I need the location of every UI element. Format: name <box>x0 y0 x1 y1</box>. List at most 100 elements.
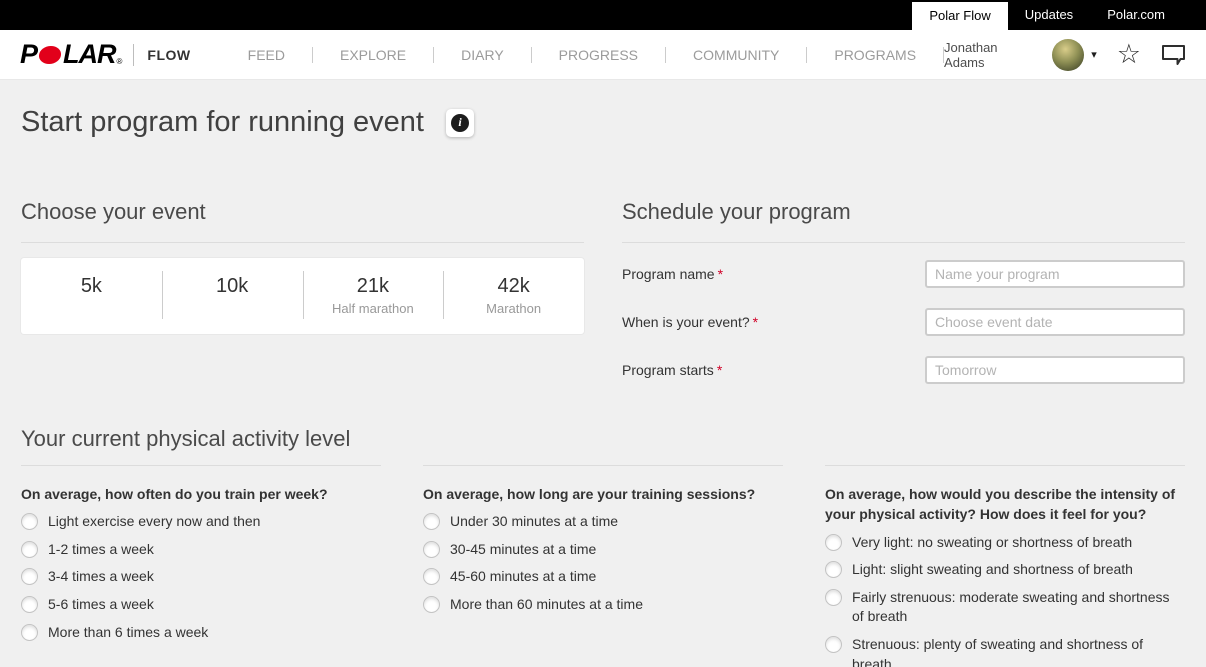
radio-button[interactable] <box>21 568 38 586</box>
choose-event-section: Choose your event 5k 10k 21k Half marath… <box>21 199 584 384</box>
radio-button[interactable] <box>825 588 842 606</box>
option-label[interactable]: Very light: no sweating or shortness of … <box>852 533 1133 550</box>
radio-option[interactable]: Fairly strenuous: moderate sweating and … <box>825 588 1185 627</box>
schedule-heading: Schedule your program <box>622 199 851 224</box>
radio-button[interactable] <box>825 533 842 551</box>
event-option-5k[interactable]: 5k <box>21 258 162 334</box>
radio-option[interactable]: More than 6 times a week <box>21 623 381 643</box>
required-asterisk: * <box>716 362 723 378</box>
question-text: On average, how often do you train per w… <box>21 486 328 502</box>
radio-option[interactable]: 3-4 times a week <box>21 567 381 587</box>
registered-mark: ® <box>116 57 123 66</box>
top-sections: Choose your event 5k 10k 21k Half marath… <box>21 199 1185 384</box>
tab-polar-flow[interactable]: Polar Flow <box>912 2 1008 30</box>
event-date-label: When is your event? * <box>622 314 925 330</box>
messages-icon[interactable] <box>1161 44 1186 66</box>
event-sublabel: Half marathon <box>332 301 414 316</box>
radio-button[interactable] <box>21 513 38 531</box>
radio-option[interactable]: Light: slight sweating and shortness of … <box>825 560 1185 580</box>
event-selector: 5k 10k 21k Half marathon 42k Marathon <box>21 258 584 334</box>
option-label[interactable]: More than 6 times a week <box>48 623 209 640</box>
nav-item-explore[interactable]: EXPLORE <box>313 46 435 63</box>
label-text: When is your event? <box>622 314 750 330</box>
option-label[interactable]: More than 60 minutes at a time <box>450 596 643 613</box>
main-nav: P LAR ® FLOW FEED EXPLORE DIARY PROGRESS… <box>0 30 1206 80</box>
radio-option[interactable]: Light exercise every now and then <box>21 512 381 532</box>
event-option-10k[interactable]: 10k <box>161 258 303 334</box>
avatar[interactable] <box>1052 38 1085 71</box>
question-intensity: On average, how would you describe the i… <box>825 465 1185 667</box>
radio-button[interactable] <box>21 623 38 641</box>
option-label[interactable]: Light: slight sweating and shortness of … <box>852 561 1133 578</box>
schedule-section: Schedule your program Program name* When… <box>622 199 1185 384</box>
radio-button[interactable] <box>423 540 440 558</box>
option-label[interactable]: Strenuous: plenty of sweating and shortn… <box>852 635 1144 667</box>
radio-button[interactable] <box>825 561 842 579</box>
event-value: 21k <box>356 275 389 297</box>
chevron-down-icon[interactable]: ▾ <box>1091 49 1097 61</box>
option-label[interactable]: Under 30 minutes at a time <box>450 513 619 530</box>
radio-option[interactable]: Very light: no sweating or shortness of … <box>825 533 1185 553</box>
section-divider <box>21 242 584 243</box>
nav-user-area: Jonathan Adams ▾ ☆ <box>944 38 1186 71</box>
event-option-42k[interactable]: 42k Marathon <box>443 258 584 334</box>
page-title: Start program for running event <box>21 106 424 138</box>
radio-button[interactable] <box>21 596 38 614</box>
logo-letter-p: P <box>20 39 38 69</box>
activity-questions: On average, how often do you train per w… <box>21 465 1185 667</box>
radio-button[interactable] <box>423 596 440 614</box>
label-text: Program starts <box>622 362 714 378</box>
tab-updates[interactable]: Updates <box>1024 7 1074 22</box>
option-label[interactable]: 30-45 minutes at a time <box>450 540 597 557</box>
radio-option[interactable]: 1-2 times a week <box>21 540 381 560</box>
radio-option[interactable]: 45-60 minutes at a time <box>423 567 783 587</box>
speech-bubble-icon <box>1162 44 1185 65</box>
nav-item-programs[interactable]: PROGRAMS <box>807 46 945 63</box>
program-start-input[interactable] <box>925 356 1185 384</box>
event-date-input[interactable] <box>925 308 1185 336</box>
nav-item-diary[interactable]: DIARY <box>434 46 532 63</box>
option-label[interactable]: 1-2 times a week <box>48 540 154 557</box>
favorites-star-icon[interactable]: ☆ <box>1116 39 1141 69</box>
radio-option[interactable]: More than 60 minutes at a time <box>423 595 783 615</box>
program-name-row: Program name * <box>622 260 1185 288</box>
label-text: Program name <box>622 266 715 282</box>
radio-button[interactable] <box>825 635 842 653</box>
page-header: Start program for running event i <box>21 80 1185 139</box>
event-value: 10k <box>216 275 249 297</box>
option-label[interactable]: 3-4 times a week <box>48 568 154 585</box>
event-option-21k[interactable]: 21k Half marathon <box>302 258 444 334</box>
option-label[interactable]: 45-60 minutes at a time <box>450 568 597 585</box>
option-label[interactable]: Fairly strenuous: moderate sweating and … <box>852 588 1170 625</box>
logo-letters-lar: LAR <box>63 39 116 69</box>
radio-option[interactable]: 30-45 minutes at a time <box>423 540 783 560</box>
radio-option[interactable]: 5-6 times a week <box>21 595 381 615</box>
tab-polar-com[interactable]: Polar.com <box>1107 7 1165 22</box>
radio-option[interactable]: Strenuous: plenty of sweating and shortn… <box>825 635 1185 667</box>
radio-button[interactable] <box>21 540 38 558</box>
info-button[interactable]: i <box>445 108 474 137</box>
radio-button[interactable] <box>423 568 440 586</box>
nav-item-flow[interactable]: FLOW <box>147 46 191 63</box>
column-divider <box>21 465 381 466</box>
program-start-row: Program starts * <box>622 356 1185 384</box>
polar-logo[interactable]: P LAR ® <box>20 39 122 70</box>
page-content: Start program for running event i Choose… <box>0 80 1206 667</box>
info-icon: i <box>450 113 469 132</box>
activity-section: Your current physical activity level On … <box>21 426 1185 667</box>
user-name[interactable]: Jonathan Adams <box>944 39 998 70</box>
nav-item-community[interactable]: COMMUNITY <box>666 46 808 63</box>
required-asterisk: * <box>717 266 724 282</box>
polar-logo-o-icon <box>38 45 62 64</box>
nav-item-progress[interactable]: PROGRESS <box>532 46 667 63</box>
radio-option[interactable]: Under 30 minutes at a time <box>423 512 783 532</box>
event-sublabel: Marathon <box>486 301 542 316</box>
nav-item-feed[interactable]: FEED <box>221 46 313 63</box>
option-label[interactable]: Light exercise every now and then <box>48 513 261 530</box>
radio-button[interactable] <box>423 513 440 531</box>
program-name-input[interactable] <box>925 260 1185 288</box>
question-duration: On average, how long are your training s… <box>423 465 783 667</box>
column-divider <box>423 465 783 466</box>
option-label[interactable]: 5-6 times a week <box>48 596 154 613</box>
event-date-row: When is your event? * <box>622 308 1185 336</box>
